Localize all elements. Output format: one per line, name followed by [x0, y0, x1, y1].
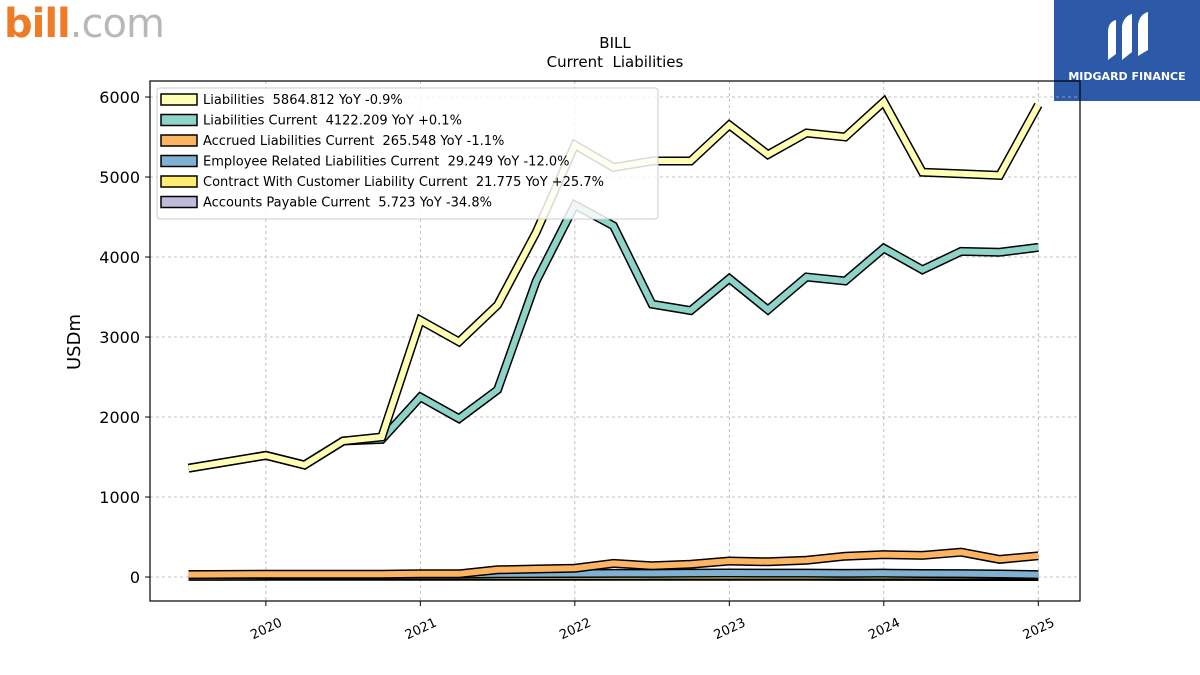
- x-tick-label: 2025: [1021, 616, 1057, 644]
- chart-title: BILL: [599, 34, 631, 52]
- x-tick-label: 2020: [248, 616, 284, 644]
- legend-entry: Liabilities Current 4122.209 YoY +0.1%: [203, 114, 462, 129]
- y-tick-label: 6000: [99, 88, 140, 107]
- legend-entry: Liabilities 5864.812 YoY -0.9%: [203, 93, 403, 108]
- y-axis-label: USDm: [64, 314, 85, 370]
- midgard-mark-icon: [1108, 12, 1148, 60]
- legend-box: [156, 87, 659, 220]
- bill-logo: bill.com: [4, 1, 165, 47]
- legend-swatch: [160, 195, 198, 209]
- y-tick-label: 3000: [99, 328, 140, 347]
- chart-legend: Liabilities 5864.812 YoY -0.9% Liabilitie…: [156, 87, 659, 220]
- y-tick-label: 2000: [99, 408, 140, 427]
- y-tick-label: 4000: [99, 248, 140, 267]
- x-tick-label: 2021: [403, 616, 439, 644]
- series-accrued-liabilities-current: [188, 547, 1039, 580]
- legend-entry: Contract With Customer Liability Current…: [203, 175, 604, 190]
- y-axis: 0 1000 2000 3000 4000 5000 6000: [99, 88, 150, 587]
- x-tick-label: 2024: [866, 616, 902, 644]
- bill-logo-word: bill: [4, 1, 71, 47]
- y-tick-label: 1000: [99, 488, 140, 507]
- legend-swatch: [160, 175, 198, 188]
- legend-entry: Accounts Payable Current 5.723 YoY -34.8…: [203, 196, 492, 211]
- legend-swatch: [160, 93, 198, 106]
- legend-entry: Accrued Liabilities Current 265.548 YoY …: [203, 134, 504, 149]
- midgard-finance-name: MIDGARD FINANCE: [1068, 70, 1186, 83]
- x-tick-label: 2022: [557, 616, 593, 644]
- x-axis: 2020 2021 2022 2023 2024 2025: [248, 601, 1057, 643]
- legend-entry: Employee Related Liabilities Current 29.…: [203, 155, 569, 170]
- midgard-finance-logo: MIDGARD FINANCE: [1054, 0, 1200, 101]
- chart-subtitle: Current Liabilities: [547, 53, 684, 71]
- series-line: [188, 549, 1039, 578]
- y-tick-label: 0: [130, 568, 140, 587]
- legend-swatch: [160, 134, 198, 147]
- bill-logo-suffix: .com: [69, 1, 165, 47]
- plot-frame: [149, 80, 1081, 602]
- x-tick-label: 2023: [712, 616, 748, 644]
- legend-swatch: [160, 113, 198, 127]
- legend-swatch: [160, 154, 198, 168]
- y-tick-label: 5000: [99, 168, 140, 187]
